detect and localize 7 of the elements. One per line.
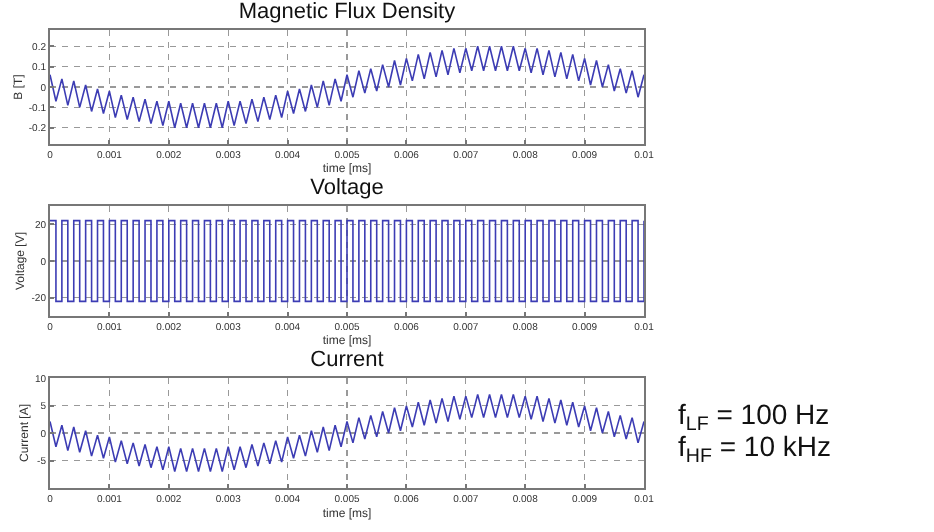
line-series	[50, 393, 644, 473]
chart-title: Voltage	[310, 175, 384, 200]
text: f$_{HF}$ = 10 kHz	[678, 430, 831, 468]
chart-title: Current	[310, 348, 384, 373]
chart-title: Magnetic Flux Density	[238, 0, 457, 25]
text: f$_{LF}$ = 100 Hz	[678, 398, 830, 436]
line-series	[50, 45, 644, 129]
